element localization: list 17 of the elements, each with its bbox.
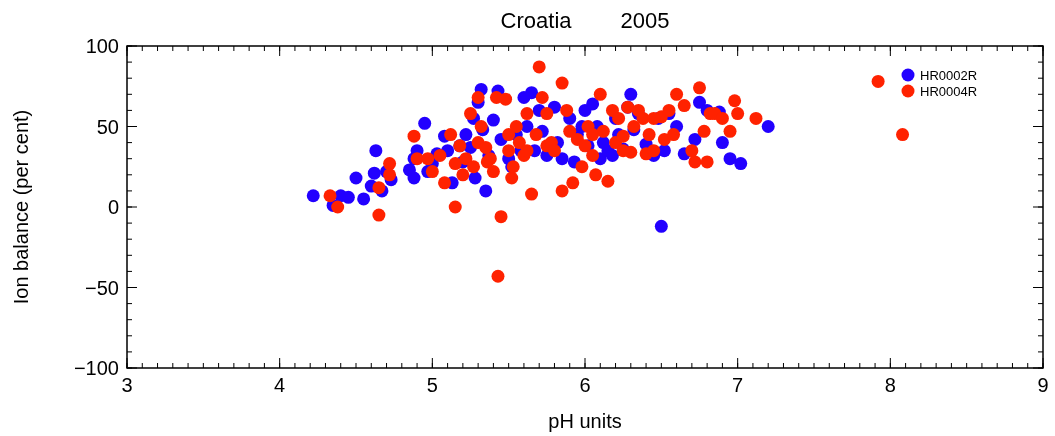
y-tick-label: −100 <box>73 357 119 379</box>
y-tick-label: −50 <box>85 276 119 299</box>
x-tick-label: 9 <box>1037 374 1049 396</box>
x-tick-label: 5 <box>426 374 438 396</box>
y-tick-label: 50 <box>96 115 119 138</box>
y-axis-title: Ion balance (per cent) <box>10 109 32 305</box>
x-tick-label: 3 <box>121 374 133 396</box>
y-tick-label: 100 <box>85 35 119 57</box>
legend-label: HR0002R <box>920 68 978 83</box>
x-tick-label: 8 <box>884 374 896 396</box>
legend-label: HR0004R <box>920 84 978 99</box>
x-axis-title: pH units <box>548 410 622 432</box>
x-tick-label: 4 <box>274 374 286 396</box>
chart-title: Croatia 2005 <box>500 8 670 33</box>
x-tick-label: 6 <box>579 374 591 396</box>
y-tick-label: 0 <box>107 196 119 218</box>
x-tick-label: 7 <box>732 374 744 396</box>
